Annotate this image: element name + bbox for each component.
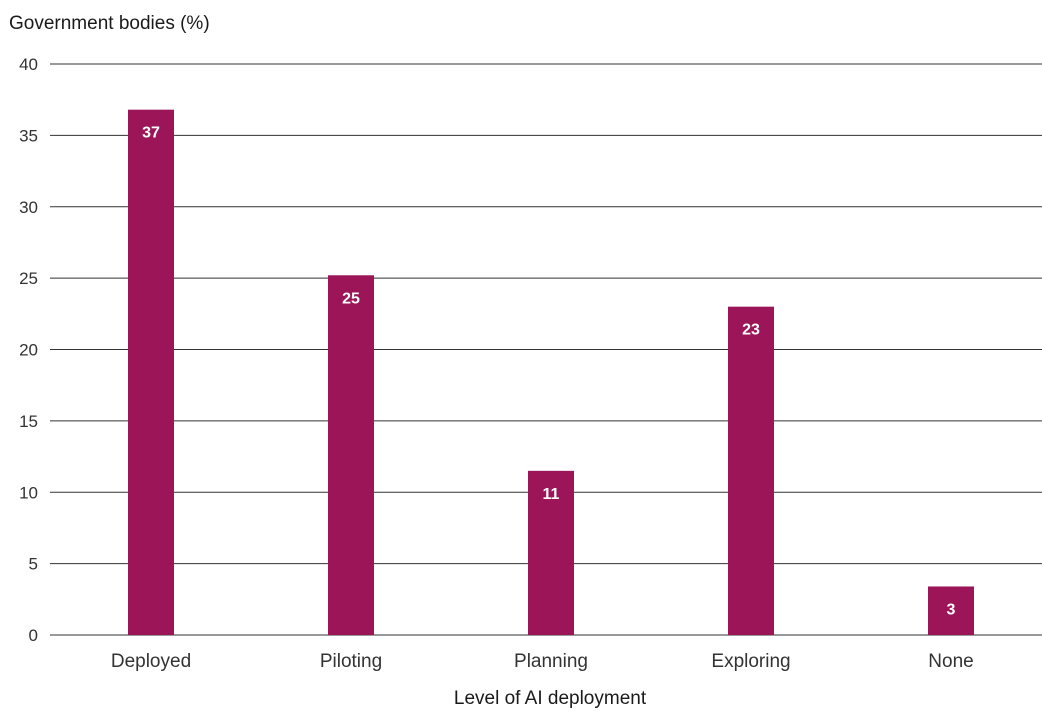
x-tick-label: Deployed bbox=[111, 651, 191, 672]
data-labels: 37 25 11 23 3 bbox=[142, 125, 955, 619]
y-tick-labels: 0 5 10 15 20 25 30 35 40 bbox=[19, 55, 38, 645]
y-tick-label: 20 bbox=[19, 341, 38, 360]
y-tick-label: 5 bbox=[29, 555, 38, 574]
x-tick-label: Exploring bbox=[711, 651, 790, 672]
y-tick-label: 0 bbox=[29, 626, 38, 645]
data-label: 23 bbox=[742, 322, 760, 339]
y-tick-label: 40 bbox=[19, 55, 38, 74]
data-label: 37 bbox=[142, 125, 160, 142]
data-label: 3 bbox=[947, 601, 956, 618]
y-tick-label: 35 bbox=[19, 126, 38, 145]
bars bbox=[128, 109, 974, 636]
y-axis-title: Government bodies (%) bbox=[9, 13, 210, 34]
bar bbox=[928, 586, 974, 635]
data-label: 11 bbox=[543, 486, 560, 503]
x-tick-label: Piloting bbox=[320, 651, 382, 672]
y-tick-label: 25 bbox=[19, 269, 38, 288]
x-axis-title: Level of AI deployment bbox=[453, 688, 647, 709]
bar bbox=[328, 275, 374, 635]
bar bbox=[128, 109, 174, 636]
y-tick-label: 15 bbox=[19, 412, 38, 431]
x-tick-labels: Deployed Piloting Planning Exploring None bbox=[111, 651, 974, 672]
x-tick-label: None bbox=[928, 651, 973, 672]
y-tick-label: 10 bbox=[19, 483, 38, 502]
x-tick-label: Planning bbox=[514, 651, 588, 672]
y-tick-label: 30 bbox=[19, 198, 38, 217]
data-label: 25 bbox=[342, 290, 360, 307]
bar bbox=[528, 470, 574, 635]
bar bbox=[728, 306, 774, 635]
